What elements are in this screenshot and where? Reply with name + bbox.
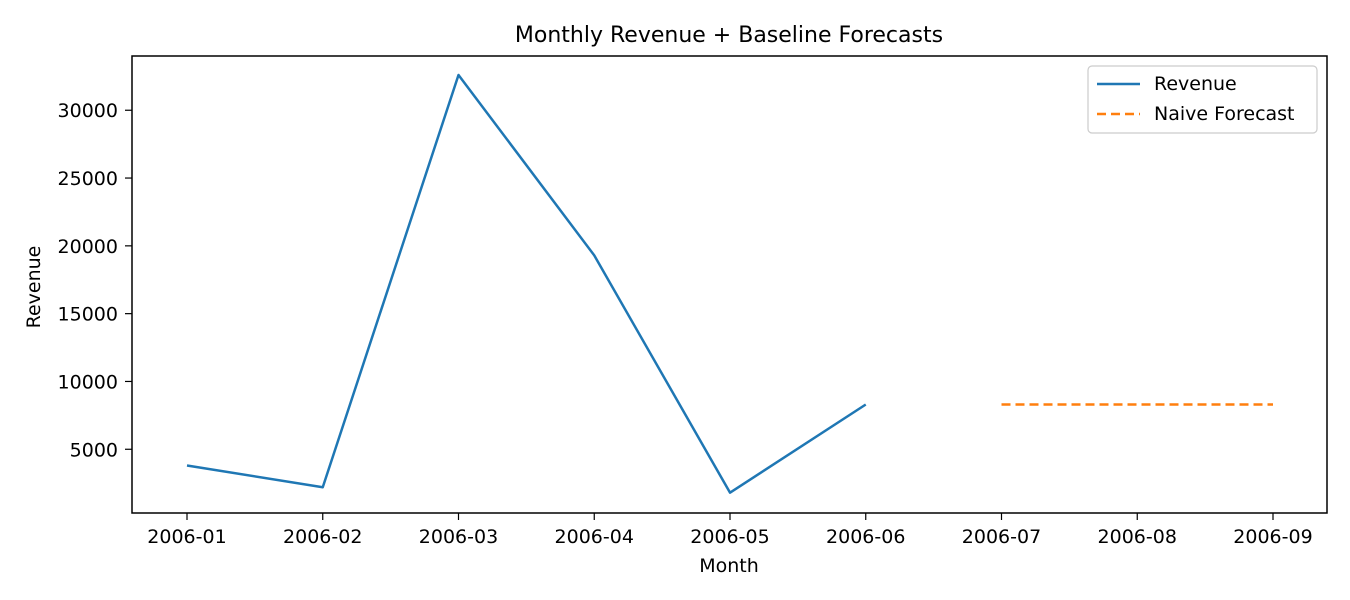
legend-label-revenue: Revenue bbox=[1154, 73, 1237, 95]
y-tick-label: 10000 bbox=[58, 371, 118, 393]
x-tick-label: 2006-02 bbox=[283, 526, 362, 548]
x-tick-label: 2006-03 bbox=[419, 526, 498, 548]
legend: Revenue Naive Forecast bbox=[1087, 65, 1318, 134]
x-tick-label: 2006-08 bbox=[1098, 526, 1177, 548]
x-tick-label: 2006-06 bbox=[826, 526, 905, 548]
x-tick-label: 2006-07 bbox=[962, 526, 1041, 548]
legend-box bbox=[1087, 65, 1318, 134]
legend-label-naive-forecast: Naive Forecast bbox=[1154, 103, 1295, 125]
x-tick-label: 2006-01 bbox=[147, 526, 226, 548]
plot-area: 2006-01 2006-02 2006-03 2006-04 2006-05 2006-… bbox=[58, 55, 1328, 548]
chart-title: Monthly Revenue + Baseline Forecasts bbox=[515, 23, 943, 48]
y-tick-label: 20000 bbox=[58, 236, 118, 258]
series-line-revenue bbox=[186, 73, 867, 494]
y-axis: 5000 10000 15000 20000 25000 30000 bbox=[58, 100, 132, 461]
series-layer bbox=[186, 73, 1274, 494]
x-tick-label: 2006-04 bbox=[555, 526, 634, 548]
y-tick-label: 30000 bbox=[58, 100, 118, 122]
x-axis-label: Month bbox=[699, 555, 759, 577]
x-axis: 2006-01 2006-02 2006-03 2006-04 2006-05 2006-… bbox=[147, 513, 1313, 548]
x-tick-label: 2006-05 bbox=[690, 526, 769, 548]
y-tick-label: 15000 bbox=[58, 304, 118, 326]
y-axis-label: Revenue bbox=[23, 246, 45, 329]
y-tick-label: 25000 bbox=[58, 168, 118, 190]
x-tick-label: 2006-09 bbox=[1233, 526, 1312, 548]
y-tick-label: 5000 bbox=[70, 439, 118, 461]
